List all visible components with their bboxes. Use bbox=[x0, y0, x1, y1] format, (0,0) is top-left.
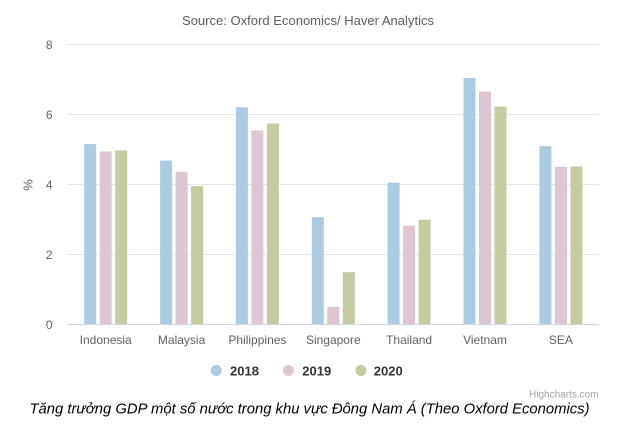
svg-text:SEA: SEA bbox=[549, 333, 573, 347]
svg-text:Source: Oxford Economics/ Have: Source: Oxford Economics/ Haver Analytic… bbox=[182, 13, 434, 28]
svg-text:2020: 2020 bbox=[374, 364, 403, 379]
svg-text:Thailand: Thailand bbox=[386, 333, 432, 347]
svg-text:2019: 2019 bbox=[302, 364, 331, 379]
svg-text:2018: 2018 bbox=[230, 364, 259, 379]
svg-text:Vietnam: Vietnam bbox=[463, 333, 507, 347]
svg-text:Singapore: Singapore bbox=[306, 333, 361, 347]
svg-text:Highcharts.com: Highcharts.com bbox=[529, 390, 598, 401]
svg-text:4: 4 bbox=[46, 178, 53, 192]
svg-text:6: 6 bbox=[46, 108, 53, 122]
svg-text:Indonesia: Indonesia bbox=[80, 333, 132, 347]
svg-text:%: % bbox=[21, 179, 36, 191]
svg-text:2: 2 bbox=[46, 248, 53, 262]
svg-text:Malaysia: Malaysia bbox=[158, 333, 206, 347]
svg-text:Philippines: Philippines bbox=[228, 333, 286, 347]
svg-text:8: 8 bbox=[46, 38, 53, 52]
svg-text:Tăng trưởng GDP một số nước tr: Tăng trưởng GDP một số nước trong khu vự… bbox=[30, 401, 590, 418]
svg-text:0: 0 bbox=[46, 318, 53, 332]
